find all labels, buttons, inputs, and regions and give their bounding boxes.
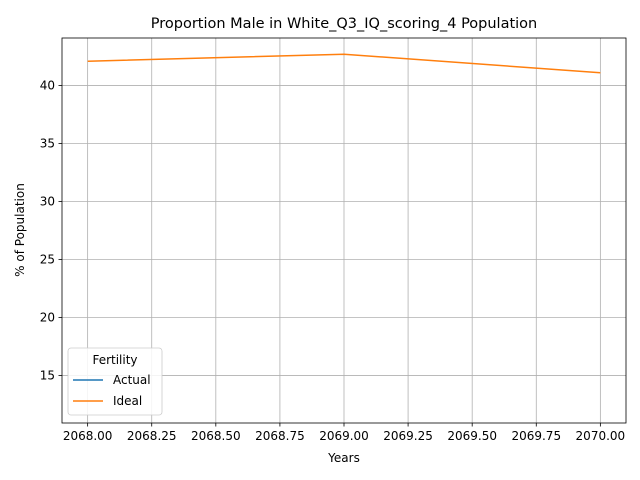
legend: Fertility Actual Ideal bbox=[67, 347, 163, 416]
x-tick-label: 2068.00 bbox=[63, 429, 113, 443]
y-axis-label: % of Population bbox=[13, 183, 27, 277]
x-tick-label: 2068.75 bbox=[255, 429, 305, 443]
chart-title: Proportion Male in White_Q3_IQ_scoring_4… bbox=[151, 16, 538, 32]
series-lines bbox=[87, 53, 601, 74]
y-tick-label: 35 bbox=[40, 137, 55, 151]
legend-label-actual: Actual bbox=[113, 373, 151, 387]
x-tick-label: 2069.50 bbox=[447, 429, 497, 443]
y-tick-label: 15 bbox=[40, 368, 55, 382]
y-tick-label: 30 bbox=[40, 195, 55, 209]
y-axis-ticks: 15 20 25 30 35 40 bbox=[40, 79, 62, 382]
legend-label-ideal: Ideal bbox=[113, 394, 142, 408]
x-tick-label: 2068.50 bbox=[191, 429, 241, 443]
x-axis-label: Years bbox=[327, 451, 360, 465]
legend-title: Fertility bbox=[92, 353, 137, 367]
x-tick-label: 2069.00 bbox=[319, 429, 369, 443]
x-axis-ticks: 2068.00 2068.25 2068.50 2068.75 2069.00 2069.… bbox=[63, 423, 625, 443]
y-tick-label: 40 bbox=[40, 79, 55, 93]
y-tick-label: 20 bbox=[40, 310, 55, 324]
series-line-ideal bbox=[87, 53, 601, 74]
x-tick-label: 2069.75 bbox=[511, 429, 561, 443]
y-tick-label: 25 bbox=[40, 252, 55, 266]
x-tick-label: 2070.00 bbox=[576, 429, 626, 443]
grid bbox=[62, 38, 626, 423]
legend-box bbox=[67, 347, 163, 416]
x-tick-label: 2068.25 bbox=[127, 429, 177, 443]
x-tick-label: 2069.25 bbox=[383, 429, 433, 443]
